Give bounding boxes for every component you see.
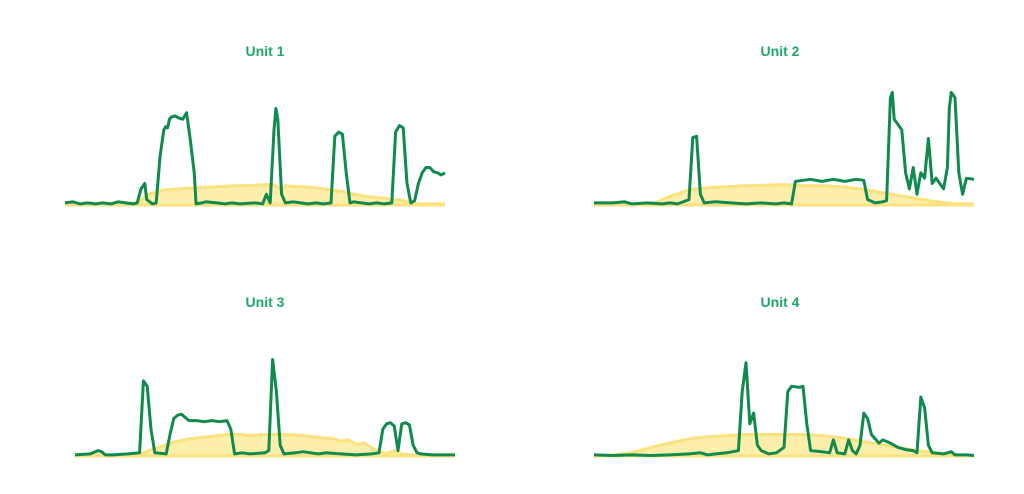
chart-title: Unit 4 [760, 294, 800, 310]
unit-2-plot [594, 90, 975, 207]
chart-title: Unit 1 [245, 43, 285, 59]
unit-4-plot [593, 361, 975, 458]
chart-title: Unit 3 [245, 294, 285, 310]
demand-series-line [74, 358, 455, 457]
solar-series-line [75, 433, 455, 457]
demand-series-line [64, 107, 446, 206]
unit-1-plot [64, 107, 446, 207]
solar-area-fill [75, 434, 455, 456]
unit-3-panel: Unit 3 [55, 294, 475, 494]
chart-title: Unit 2 [760, 43, 800, 59]
unit-1-panel: Unit 1 [55, 43, 475, 243]
unit-4-panel: Unit 4 [570, 294, 990, 494]
demand-series-line [594, 90, 975, 206]
demand-series-line [593, 361, 975, 457]
unit-3-plot [74, 358, 455, 458]
unit-2-panel: Unit 2 [570, 43, 990, 243]
